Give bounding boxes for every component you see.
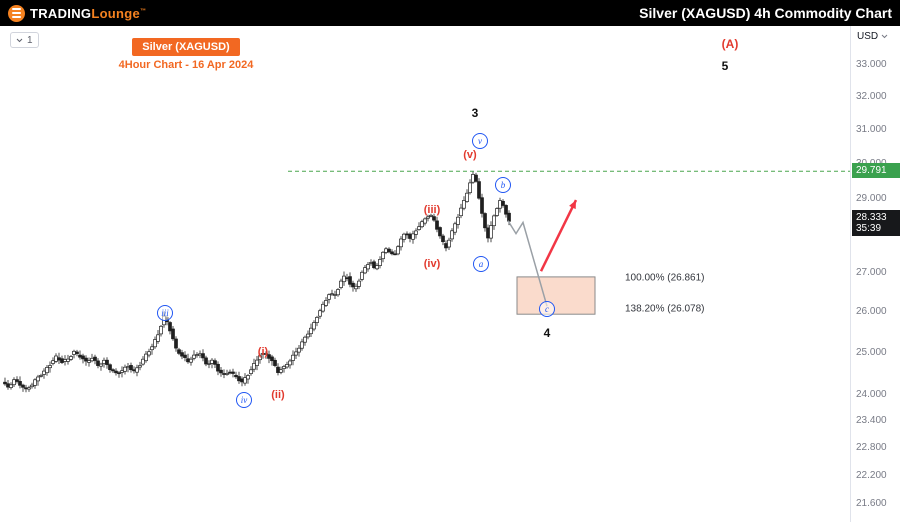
chart-title: Silver (XAGUSD) 4h Commodity Chart (639, 5, 892, 21)
wave-label-4: 4 (543, 326, 551, 340)
top-header-bar: TRADINGLounge™ Silver (XAGUSD) 4h Commod… (0, 0, 900, 26)
price-axis-tick: 33.000 (856, 59, 887, 70)
wave-label-iv: iv (236, 392, 252, 408)
symbol-label-box: Silver (XAGUSD) (132, 38, 240, 56)
last-price-value: 28.333 (856, 212, 887, 223)
wave-label-3: 3 (471, 106, 479, 120)
trademark-symbol: ™ (140, 8, 147, 15)
brand-trading: TRADING (30, 5, 92, 21)
wave-label-v: (v) (463, 149, 477, 161)
price-axis-tick: 22.800 (856, 442, 887, 453)
fib-target-label-1: 138.20% (26.078) (625, 303, 705, 315)
wave-label-a: a (473, 256, 489, 272)
tradinglounge-logo: TRADINGLounge™ (8, 4, 146, 22)
price-axis-tick: 26.000 (856, 306, 887, 317)
pane-collapse-control[interactable]: 1 (10, 32, 39, 48)
wave-label-iii: (iii) (423, 204, 441, 216)
high-price-badge: 29.791 (852, 163, 900, 178)
candlestick-chart[interactable] (0, 26, 850, 522)
wave-label-5: 5 (721, 59, 729, 73)
price-axis-tick: 32.000 (856, 91, 887, 102)
high-price-value: 29.791 (856, 165, 887, 176)
price-axis[interactable]: USD 29.791 28.333 35:39 33.000 32.000 31.0… (850, 26, 900, 522)
brand-text: TRADINGLounge™ (30, 7, 146, 20)
wave-label-i: (i) (257, 346, 269, 358)
chart-area[interactable]: 1 Silver (XAGUSD) 4Hour Chart - 16 Apr 2… (0, 26, 850, 522)
chevron-down-icon (16, 38, 23, 42)
wave4-target-box[interactable] (516, 276, 596, 315)
projection-path (507, 220, 548, 307)
forecast-arrow[interactable] (539, 199, 578, 272)
price-axis-tick: 21.600 (856, 498, 887, 509)
price-axis-tick: 23.400 (856, 415, 887, 426)
forecast-arrow-head (569, 200, 576, 210)
wave-label-iv: (iv) (423, 258, 441, 270)
pane-collapse-count: 1 (27, 34, 33, 46)
price-axis-tick: 27.000 (856, 267, 887, 278)
brand-lounge: Lounge (91, 5, 141, 21)
brand-circle-icon (8, 4, 25, 22)
wave-label-b: b (495, 177, 511, 193)
price-axis-tick: 25.000 (856, 347, 887, 358)
chevron-down-icon (881, 34, 888, 39)
wave-label-iii: iii (157, 305, 173, 321)
price-axis-tick: 31.000 (856, 124, 887, 135)
axis-currency-selector[interactable]: USD (857, 31, 888, 42)
last-price-badge: 28.333 35:39 (852, 210, 900, 236)
wave-label-v: v (472, 133, 488, 149)
price-axis-tick: 24.000 (856, 389, 887, 400)
fib-target-label-0: 100.00% (26.861) (625, 272, 705, 284)
wave-label-A: (A) (721, 37, 739, 51)
wave-label-ii: (ii) (271, 389, 285, 401)
currency-label: USD (857, 31, 879, 42)
price-axis-tick: 22.200 (856, 470, 887, 481)
wave-label-c: c (539, 301, 555, 317)
timeframe-date-label: 4Hour Chart - 16 Apr 2024 (118, 59, 254, 71)
bar-countdown: 35:39 (856, 223, 882, 234)
chart-annotation-header: Silver (XAGUSD) 4Hour Chart - 16 Apr 202… (100, 38, 272, 71)
price-axis-tick: 29.000 (856, 193, 887, 204)
candles (3, 171, 511, 393)
